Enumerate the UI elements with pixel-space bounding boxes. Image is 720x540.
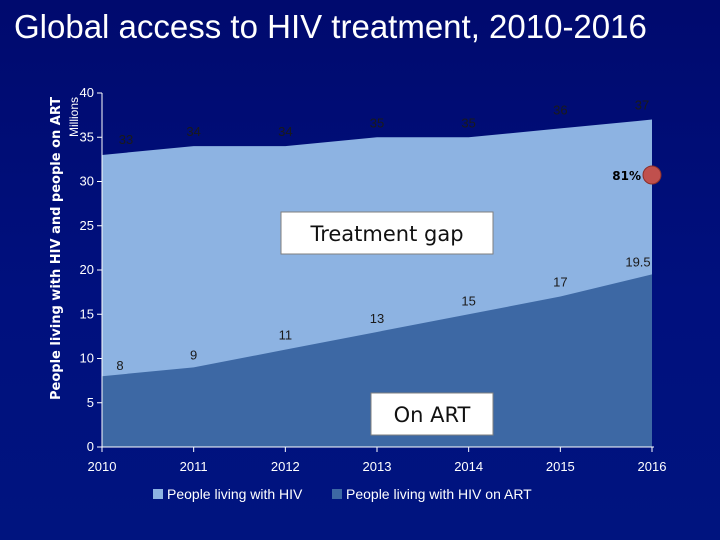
x-tick-label-2014: 2014 <box>454 459 483 474</box>
x-tick-label-2012: 2012 <box>271 459 300 474</box>
area-people-living-with-hiv-on-art <box>102 274 652 447</box>
legend-label-people-on-art: People living with HIV on ART <box>346 486 532 502</box>
data-label-total-2010: 33 <box>119 132 133 147</box>
on-art-label: On ART <box>394 403 471 427</box>
y-tick-label-25: 25 <box>80 218 94 233</box>
chart-title: Global access to HIV treatment, 2010-201… <box>14 8 647 45</box>
y-tick-label-30: 30 <box>80 174 94 189</box>
y-tick-label-35: 35 <box>80 129 94 144</box>
y-axis-label: People living with HIV and people on ART <box>49 97 64 400</box>
data-label-total-2014: 35 <box>461 115 475 130</box>
data-label-art-2013: 13 <box>370 311 384 326</box>
legend-item-people-living-with-hiv: People living with HIV <box>153 486 303 502</box>
x-tick-label-2010: 2010 <box>88 459 117 474</box>
data-label-art-2012: 11 <box>279 328 293 343</box>
y-tick-label-5: 5 <box>87 395 94 410</box>
treatment-gap-box <box>280 211 494 255</box>
y-tick-label-15: 15 <box>80 306 94 321</box>
data-label-total-2013: 35 <box>370 115 384 130</box>
x-tick-label-2011: 2011 <box>180 459 208 474</box>
data-label-art-2011: 9 <box>190 347 197 362</box>
treatment-gap-callout: Treatment gap <box>280 211 494 255</box>
on-art-box <box>370 392 494 436</box>
legend-item-people-on-art: People living with HIV on ART <box>332 486 532 502</box>
on-art-callout: On ART <box>370 392 494 436</box>
y-tick-label-20: 20 <box>80 262 94 277</box>
data-label-art-2010: 8 <box>116 358 123 373</box>
area-layer <box>102 119 652 448</box>
axes: 0 5 10 15 20 25 30 35 40 2010 2011 2012 2013 2014 2015… <box>80 85 667 474</box>
legend: People living with HIV People living wit… <box>153 486 532 502</box>
x-tick-label-2015: 2015 <box>546 459 575 474</box>
x-tick-label-2013: 2013 <box>363 459 392 474</box>
legend-label-people-living-with-hiv: People living with HIV <box>167 486 303 502</box>
data-label-art-2016: 19.5 <box>625 254 650 269</box>
legend-swatch-people-on-art <box>332 489 342 499</box>
y-tick-label-40: 40 <box>80 85 94 100</box>
data-label-art-2014: 15 <box>461 293 475 308</box>
coverage-marker <box>642 165 662 185</box>
data-label-total-2015: 36 <box>553 102 567 117</box>
y-axis-unit: Millions <box>67 97 81 137</box>
y-tick-label-10: 10 <box>80 351 94 366</box>
coverage-percent-label: 81% <box>612 169 641 183</box>
treatment-gap-label: Treatment gap <box>309 222 463 246</box>
x-tick-label-2016: 2016 <box>638 459 667 474</box>
data-label-total-2012: 34 <box>278 124 292 139</box>
data-label-total-2011: 34 <box>186 124 200 139</box>
y-tick-label-0: 0 <box>87 439 94 454</box>
data-label-total-2016: 37 <box>635 98 649 113</box>
data-label-art-2015: 17 <box>553 275 567 290</box>
data-labels: 33 34 34 35 35 36 37 8 9 11 13 15 17 19.5 <box>116 98 650 374</box>
legend-swatch-people-living-with-hiv <box>153 489 163 499</box>
